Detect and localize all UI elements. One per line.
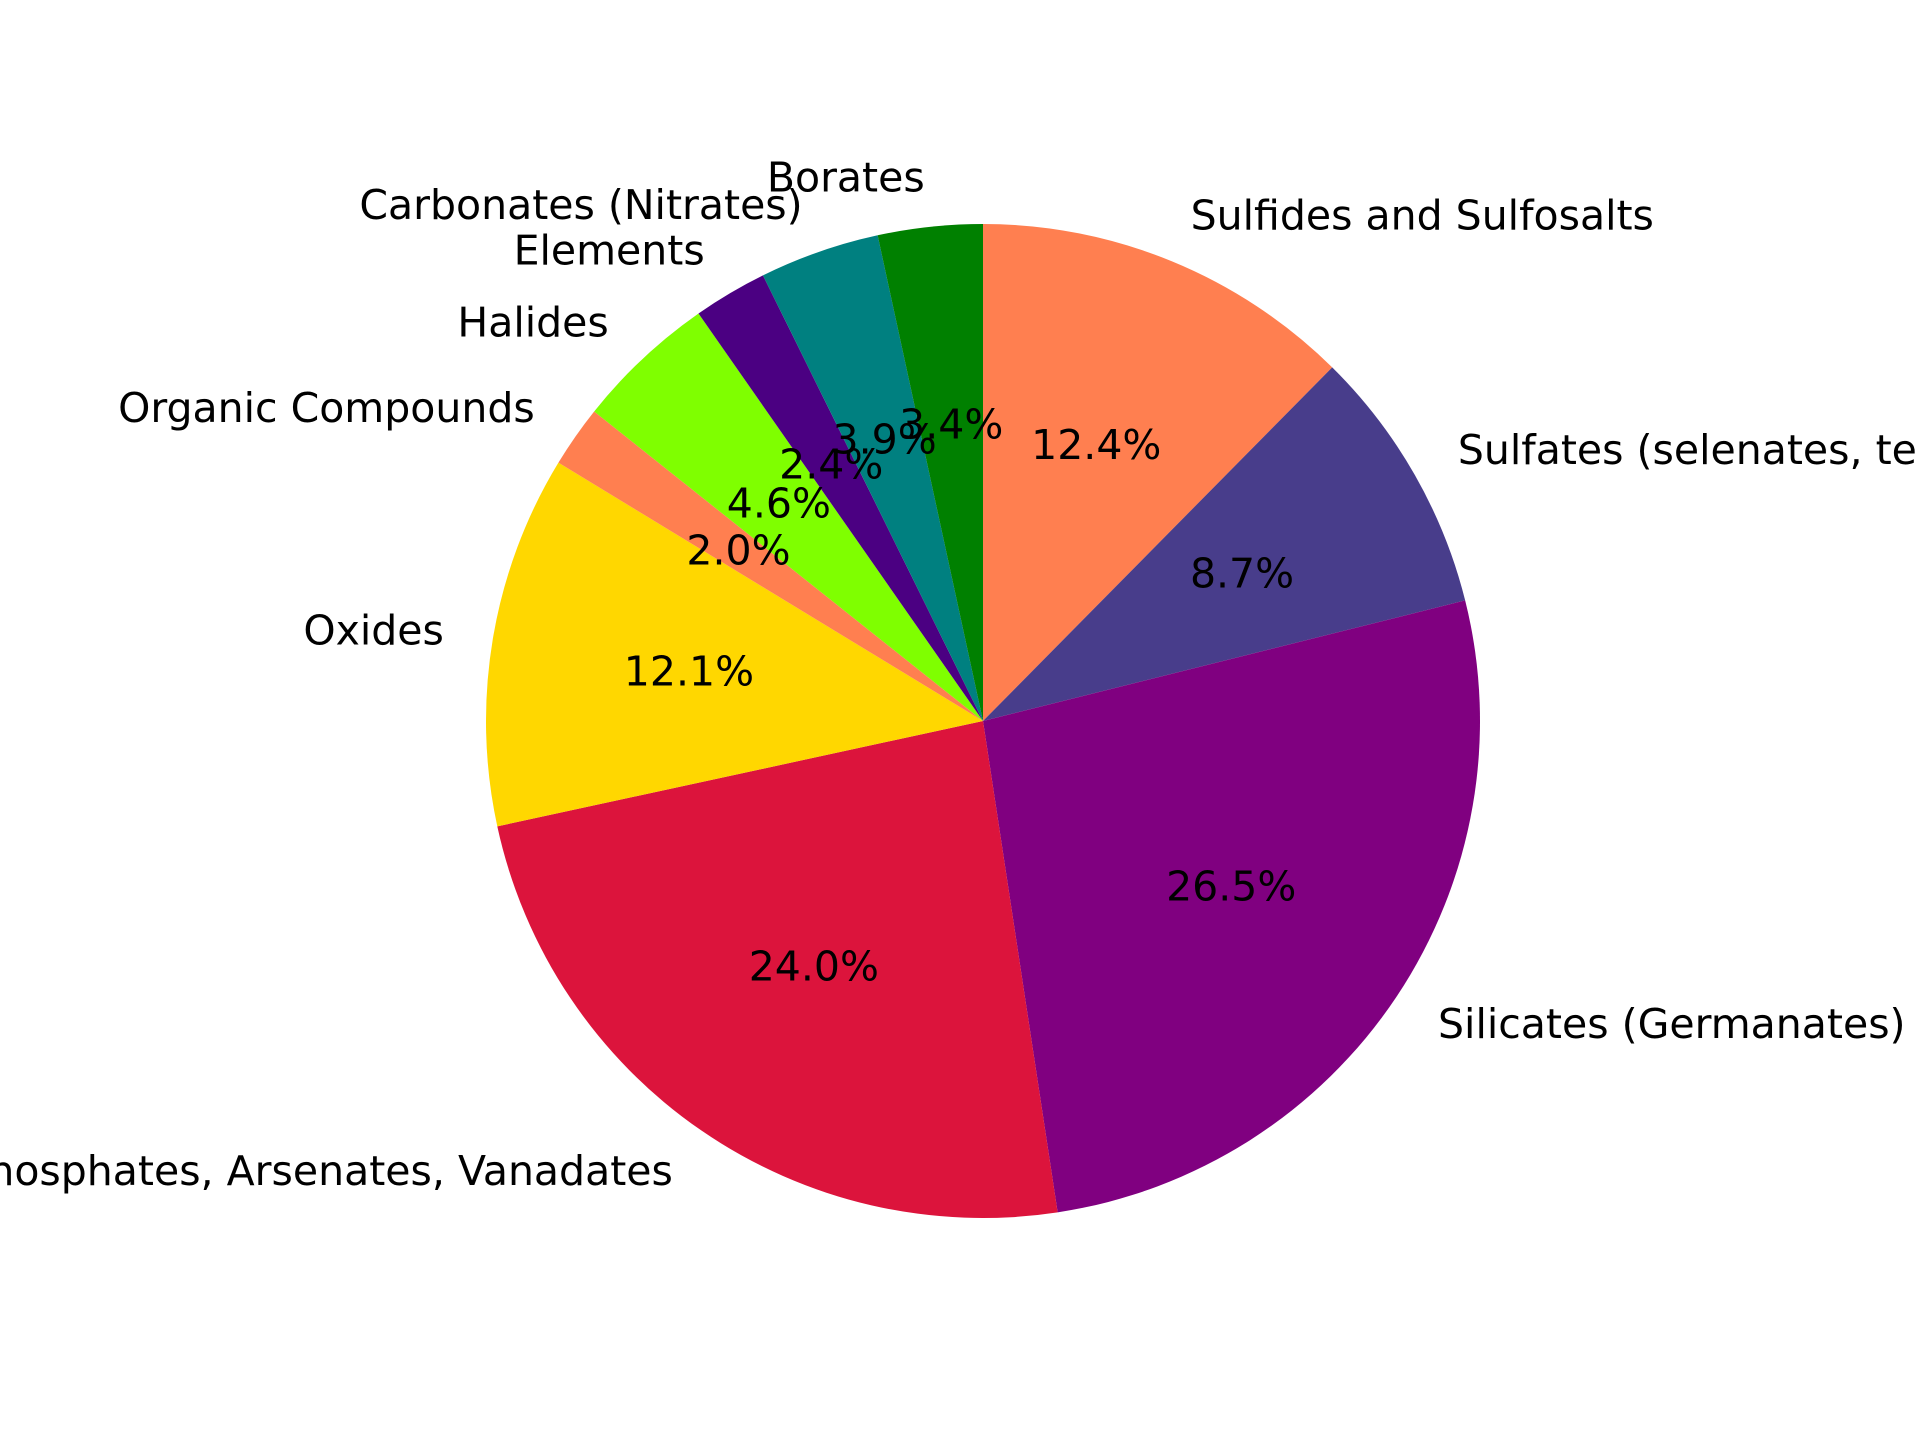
pie-pct-label-sulfates-selenates-tellurates-chromates-molybdates-wolframates: 8.7%	[1190, 549, 1294, 597]
pie-slice-elements	[698, 275, 983, 721]
pie-labels: 12.4% Sulfides and Sulfosalts 8.7% Sulfates…	[0, 153, 1920, 1195]
pie-category-label-carbonates-nitrates: Carbonates (Nitrates)	[359, 181, 802, 229]
pie-pct-label-organic-compounds: 2.0%	[686, 526, 790, 574]
pie-pct-label-silicates-germanates: 26.5%	[1166, 862, 1296, 910]
pie-slice-carbonates-nitrates	[762, 235, 983, 722]
pie-category-label-borates: Borates	[767, 153, 925, 201]
pie-slice-borates	[877, 224, 983, 721]
pie-pct-label-phosphates-arsenates-vanadates: 24.0%	[749, 943, 879, 991]
pie-pct-label-oxides: 12.1%	[624, 648, 754, 696]
pie-pct-label-elements: 2.4%	[779, 440, 883, 488]
pie-slice-sulfates-selenates-tellurates-chromates-molybdates-wolframates	[983, 367, 1466, 721]
pie-slice-sulfides-and-sulfosalts	[983, 224, 1333, 721]
pie-slice-oxides	[486, 462, 983, 827]
pie-pct-label-borates: 3.4%	[899, 401, 1003, 449]
pie-slice-halides	[594, 313, 983, 721]
pie-slice-silicates-germanates	[983, 600, 1480, 1213]
pie-slice-organic-compounds	[558, 411, 983, 721]
pie-category-label-elements: Elements	[514, 226, 705, 274]
pie-category-label-organic-compounds: Organic Compounds	[118, 384, 535, 432]
pie-category-label-halides: Halides	[457, 298, 608, 346]
pie-pct-label-carbonates-nitrates: 3.9%	[833, 415, 937, 463]
pie-category-label-phosphates-arsenates-vanadates: Phosphates, Arsenates, Vanadates	[0, 1147, 673, 1195]
pie-slice-phosphates-arsenates-vanadates	[497, 721, 1058, 1218]
pie-category-label-oxides: Oxides	[303, 606, 444, 654]
pie-pct-label-halides: 4.6%	[727, 480, 831, 528]
pie-category-label-sulfates-selenates-tellurates-chromates-molybdates-wolframates: Sulfates (selenates, tellurates, chromat…	[1458, 426, 1920, 474]
pie-category-label-sulfides-and-sulfosalts: Sulfides and Sulfosalts	[1191, 191, 1654, 239]
pie-pct-label-sulfides-and-sulfosalts: 12.4%	[1031, 421, 1161, 469]
pie-category-label-silicates-germanates: Silicates (Germanates)	[1438, 1000, 1906, 1048]
pie-slices	[486, 224, 1480, 1218]
